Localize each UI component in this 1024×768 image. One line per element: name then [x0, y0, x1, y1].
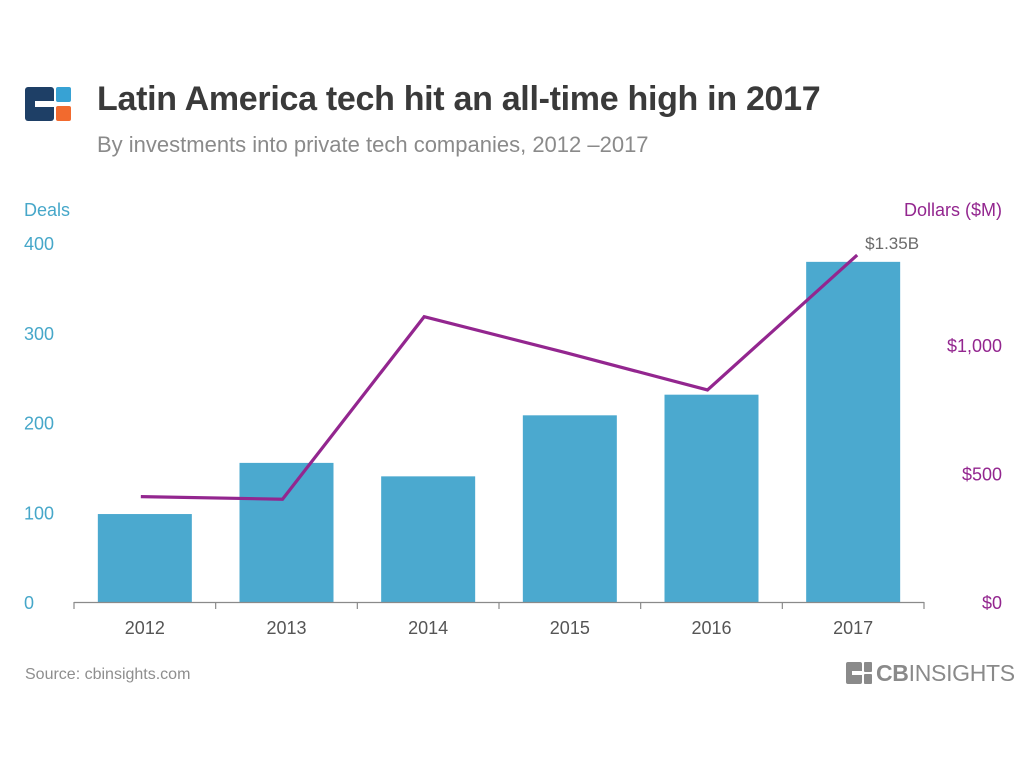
left-axis-title: Deals [24, 200, 70, 220]
bar-2015 [522, 415, 617, 602]
cb-insights-logo [25, 87, 71, 121]
cb-insights-brand: CBINSIGHTS [846, 660, 1015, 686]
source-note: Source: cbinsights.com [25, 666, 191, 683]
logo-notch [35, 101, 54, 107]
cb-insights-brand-icon [846, 662, 872, 684]
x-tick-label: 2013 [266, 618, 306, 638]
x-tick-label: 2017 [833, 618, 873, 638]
x-tick-label: 2016 [691, 618, 731, 638]
annotation-label: $1.35B [865, 234, 919, 253]
right-axis-title: Dollars ($M) [904, 200, 1002, 220]
x-tick-label: 2012 [125, 618, 165, 638]
logo-blue-block [56, 87, 71, 102]
left-tick-label: 0 [24, 593, 34, 613]
left-tick-label: 400 [24, 234, 54, 254]
left-tick-label: 300 [24, 324, 54, 344]
brand-wordmark: CBINSIGHTS [876, 660, 1015, 687]
bar-2013 [239, 462, 334, 602]
bar-2014 [381, 476, 476, 602]
logo-orange-block [56, 106, 71, 121]
x-tick-label: 2014 [408, 618, 448, 638]
left-tick-label: 100 [24, 503, 54, 523]
chart-subtitle: By investments into private tech compani… [97, 132, 649, 157]
x-tick-label: 2015 [550, 618, 590, 638]
dollars-line [140, 253, 859, 501]
left-tick-label: 200 [24, 414, 54, 434]
right-tick-label: $500 [962, 465, 1002, 485]
right-tick-label: $0 [982, 593, 1002, 613]
bar-2012 [97, 514, 192, 602]
brand-wordmark-bold: CB [876, 659, 909, 686]
bar-2017 [806, 261, 901, 602]
right-tick-label: $1,000 [947, 336, 1002, 356]
brand-wordmark-rest: INSIGHTS [908, 659, 1016, 686]
chart-title: Latin America tech hit an all-time high … [97, 80, 821, 118]
bar-2016 [664, 394, 759, 602]
